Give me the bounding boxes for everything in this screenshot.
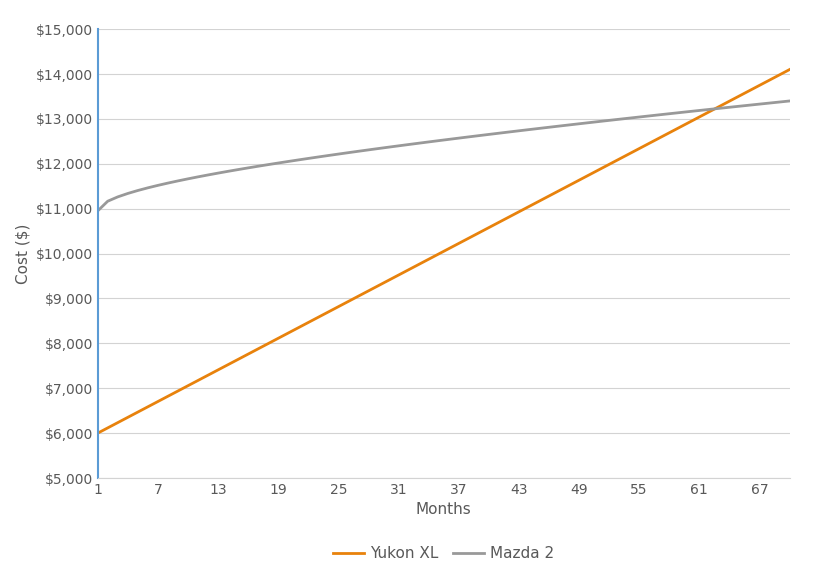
Yukon XL	[93, 430, 103, 437]
Mazda 2	[785, 97, 794, 104]
Mazda 2	[304, 155, 313, 162]
Legend: Yukon XL, Mazda 2: Yukon XL, Mazda 2	[327, 540, 560, 567]
Yukon XL	[304, 319, 313, 326]
Yukon XL	[274, 335, 283, 342]
Mazda 2	[274, 160, 283, 167]
Mazda 2	[93, 208, 103, 215]
Y-axis label: Cost ($): Cost ($)	[15, 223, 30, 284]
Mazda 2	[685, 108, 694, 115]
Mazda 2	[474, 132, 484, 139]
Line: Yukon XL: Yukon XL	[98, 69, 790, 433]
Yukon XL	[253, 345, 263, 352]
Yukon XL	[785, 66, 794, 73]
Yukon XL	[674, 124, 684, 131]
Yukon XL	[685, 119, 694, 126]
Line: Mazda 2: Mazda 2	[98, 101, 790, 211]
Mazda 2	[674, 109, 684, 116]
Mazda 2	[253, 163, 263, 170]
X-axis label: Months: Months	[416, 503, 471, 518]
Yukon XL	[474, 230, 484, 237]
